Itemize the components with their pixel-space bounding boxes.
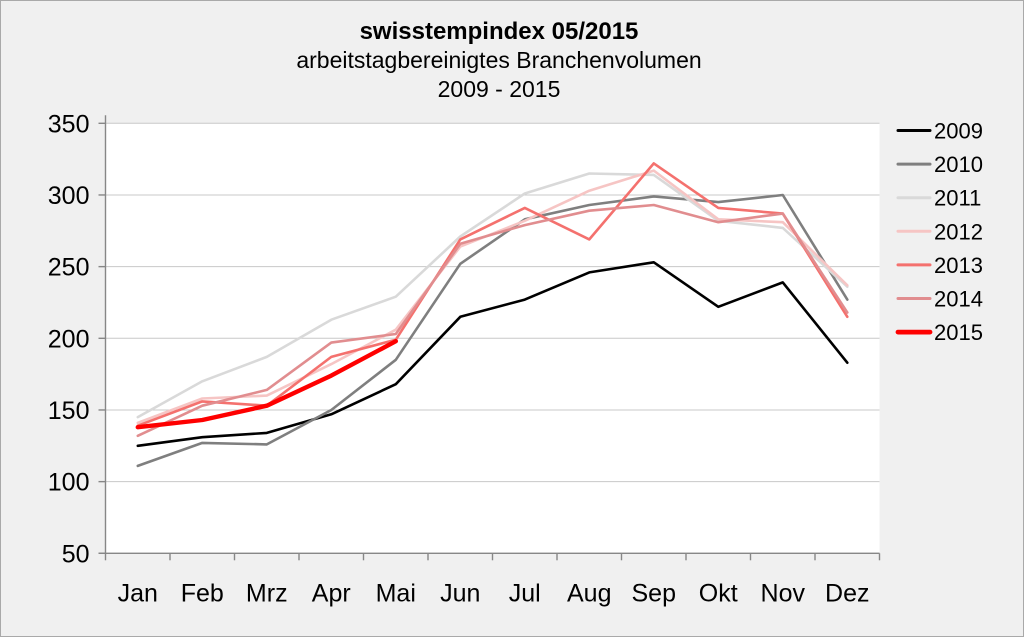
x-axis-label-okt: Okt xyxy=(699,579,738,607)
legend-label-2011: 2011 xyxy=(934,186,981,211)
y-axis-label-350: 350 xyxy=(48,110,90,138)
chart-subtitle: arbeitstagbereinigtes Branchenvolumen xyxy=(296,47,701,73)
y-axis-label-100: 100 xyxy=(48,469,90,497)
legend-label-2013: 2013 xyxy=(934,253,983,278)
x-axis-label-sep: Sep xyxy=(632,579,676,607)
chart-period: 2009 - 2015 xyxy=(438,76,561,102)
legend-label-2014: 2014 xyxy=(934,287,983,312)
x-axis-label-apr: Apr xyxy=(312,579,351,607)
legend-item-2015: 2015 xyxy=(895,320,983,345)
x-axis-label-dez: Dez xyxy=(825,579,869,607)
y-axis-label-150: 150 xyxy=(48,397,90,425)
legend-item-2011: 2011 xyxy=(896,186,981,211)
y-axis-label-50: 50 xyxy=(62,540,90,568)
x-axis-label-jun: Jun xyxy=(440,579,480,607)
series-line-2013 xyxy=(136,162,849,428)
legend-label-2012: 2012 xyxy=(934,219,983,244)
x-axis-labels: Jan Feb Mrz Apr Mai Jun Jul Aug Sep Okt Nov Dez xyxy=(118,579,870,607)
series-line-2015 xyxy=(135,339,398,430)
y-axis-label-250: 250 xyxy=(48,254,90,282)
y-axis-label-300: 300 xyxy=(48,182,90,210)
x-axis-label-aug: Aug xyxy=(567,579,611,607)
legend-item-2012: 2012 xyxy=(896,219,983,244)
x-axis-label-jan: Jan xyxy=(118,579,158,607)
legend-label-2015: 2015 xyxy=(934,320,983,345)
legend: 2009 2010 2011 2012 2013 2014 2015 xyxy=(895,119,983,345)
chart-title: swisstempindex 05/2015 xyxy=(360,18,639,45)
axes xyxy=(98,115,881,561)
legend-item-2013: 2013 xyxy=(896,253,983,278)
y-axis-labels: 350 300 250 200 150 100 50 xyxy=(48,110,90,568)
x-axis-label-nov: Nov xyxy=(761,579,806,607)
x-axis-label-mai: Mai xyxy=(376,579,416,607)
series-line-2014 xyxy=(136,203,849,438)
x-axis-label-jul: Jul xyxy=(509,579,541,607)
legend-item-2014: 2014 xyxy=(896,287,983,312)
series-lines xyxy=(135,162,849,468)
legend-item-2009: 2009 xyxy=(896,119,983,144)
x-axis-label-feb: Feb xyxy=(181,579,224,607)
series-line-2010 xyxy=(136,193,849,468)
legend-item-2010: 2010 xyxy=(896,152,983,177)
legend-label-2009: 2009 xyxy=(934,119,983,144)
series-line-2009 xyxy=(136,260,849,448)
y-axis-label-200: 200 xyxy=(48,325,90,353)
x-axis-label-mrz: Mrz xyxy=(246,579,288,607)
legend-label-2010: 2010 xyxy=(934,152,983,177)
